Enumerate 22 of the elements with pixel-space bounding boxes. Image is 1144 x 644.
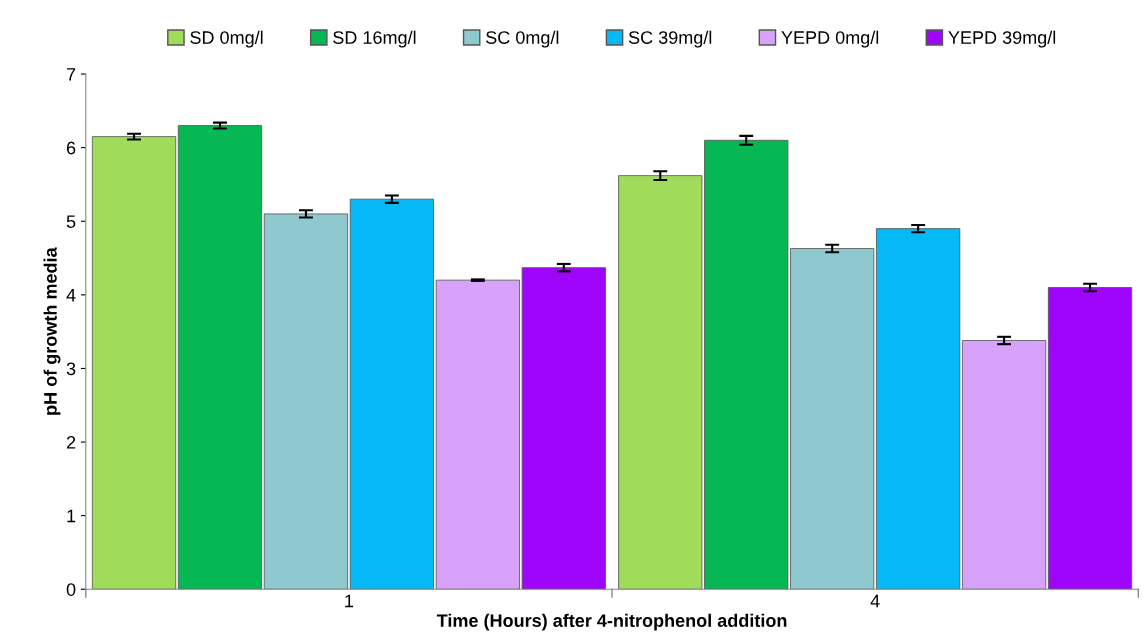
- legend-label: SD 16mg/l: [333, 30, 416, 48]
- y-tick-label: 3: [66, 362, 76, 376]
- y-tick-label: 2: [66, 435, 76, 449]
- y-tick-label: 7: [66, 68, 76, 81]
- y-tick-label: 4: [66, 288, 76, 302]
- y-tick-label: 5: [66, 215, 76, 228]
- legend-label: YEPD 0mg/l: [781, 30, 879, 48]
- legend-label: SD 0mg/l: [190, 30, 263, 48]
- y-tick-label: 0: [66, 583, 76, 596]
- y-tick-label: 1: [67, 509, 76, 523]
- bar: [961, 340, 1047, 590]
- bar: [177, 125, 263, 590]
- bar: [263, 213, 349, 590]
- bar: [1047, 287, 1133, 590]
- legend-label: YEPD 39mg/l: [948, 30, 1056, 48]
- bar: [91, 136, 177, 590]
- x-axis-title: Time (Hours) after 4-nitrophenol addition: [436, 613, 787, 631]
- legend-label: SC 0mg/l: [486, 30, 559, 48]
- bar: [349, 198, 434, 590]
- y-axis-title: pH of growth media: [43, 247, 61, 415]
- y-tick-label: 6: [66, 141, 76, 155]
- legend-label: SC 39mg/l: [628, 30, 712, 48]
